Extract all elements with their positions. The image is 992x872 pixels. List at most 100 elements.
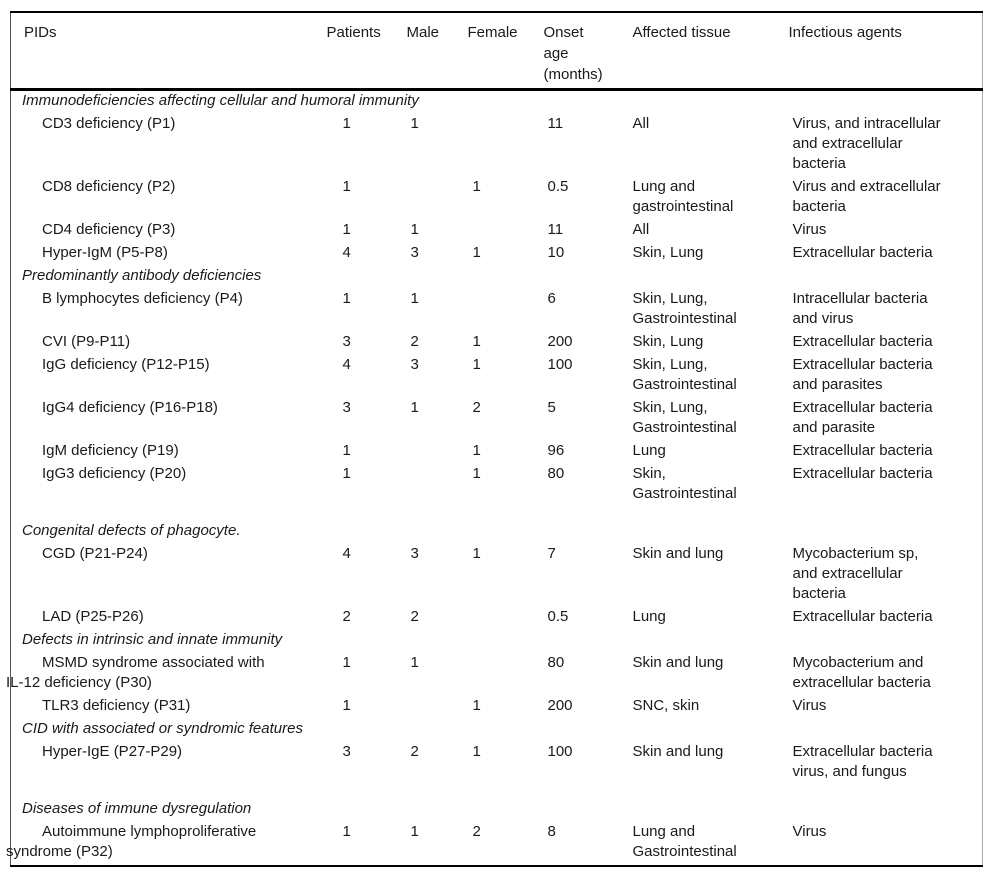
section-row: Congenital defects of phagocyte.	[11, 507, 983, 544]
col-header-female: Female	[467, 24, 518, 41]
pid-cell: IgM deficiency (P19)	[11, 441, 325, 464]
table-row: IgG4 deficiency (P16-P18) 3 1 2 5 Skin, Lung,…	[11, 398, 983, 441]
female-cell	[466, 289, 542, 332]
affected-tissue-cell: SNC, skin	[632, 697, 700, 714]
patients-cell: 3	[342, 743, 351, 760]
section-title: Diseases of immune dysregulation	[22, 800, 252, 817]
pid-label: Autoimmune lymphoproliferative syndrome …	[6, 823, 257, 860]
affected-tissue-cell: Lung and Gastrointestinal	[632, 823, 737, 860]
pid-cell: LAD (P25-P26)	[11, 607, 325, 630]
pid-label: Hyper-IgE (P27-P29)	[42, 743, 183, 760]
onset-age-cell: 0.5	[547, 608, 569, 625]
female-cell: 2	[472, 399, 481, 416]
pid-cell: IgG4 deficiency (P16-P18)	[11, 398, 325, 441]
table-body: Immunodeficiencies affecting cellular an…	[6, 90, 983, 866]
table-row: CD4 deficiency (P3) 1 1 11 All Virus	[11, 220, 983, 243]
infectious-agents-cell: Extracellular bacteria	[792, 442, 933, 459]
infectious-agents-cell: Extracellular bacteria	[792, 608, 933, 625]
table-row: LAD (P25-P26) 2 2 0.5 Lung Extracellular bact…	[11, 607, 983, 630]
pid-label: IgG3 deficiency (P20)	[42, 465, 187, 482]
pid-label: IgM deficiency (P19)	[42, 442, 179, 459]
pid-label: CD4 deficiency (P3)	[42, 221, 176, 238]
affected-tissue-cell: Skin and lung	[632, 743, 724, 760]
pid-label: B lymphocytes deficiency (P4)	[42, 290, 243, 307]
patients-cell: 3	[342, 333, 351, 350]
male-cell: 3	[410, 545, 419, 562]
onset-age-cell: 80	[547, 465, 565, 482]
onset-age-cell: 11	[547, 115, 564, 132]
infectious-agents-cell: Virus	[792, 697, 827, 714]
affected-tissue-cell: Skin, Lung, Gastrointestinal	[632, 399, 737, 436]
pid-cell: CD4 deficiency (P3)	[11, 220, 325, 243]
onset-age-cell: 6	[547, 290, 556, 307]
affected-tissue-cell: All	[632, 115, 650, 132]
section-title: Immunodeficiencies affecting cellular an…	[22, 92, 419, 109]
male-cell: 1	[410, 823, 419, 840]
female-cell: 1	[472, 244, 481, 261]
section-title: Predominantly antibody deficiencies	[22, 267, 262, 284]
col-header-male: Male	[406, 24, 440, 41]
onset-age-cell: 100	[547, 743, 573, 760]
patients-cell: 1	[342, 290, 351, 307]
male-cell: 1	[410, 399, 419, 416]
section-title: CID with associated or syndromic feature…	[22, 720, 303, 737]
infectious-agents-cell: Intracellular bacteria and virus	[792, 290, 928, 327]
pid-cell: B lymphocytes deficiency (P4)	[11, 289, 325, 332]
table-row: CD3 deficiency (P1) 1 1 11 All Virus, and int…	[11, 114, 983, 177]
pid-summary-table: PIDs Patients Male Female Onset age (mon…	[6, 11, 983, 867]
pid-label: CVI (P9-P11)	[42, 333, 131, 350]
pid-label: LAD (P25-P26)	[42, 608, 144, 625]
infectious-agents-cell: Virus	[792, 823, 827, 840]
onset-age-cell: 5	[547, 399, 556, 416]
patients-cell: 4	[342, 244, 351, 261]
onset-age-cell: 100	[547, 356, 573, 373]
patients-cell: 1	[342, 442, 351, 459]
table-row: TLR3 deficiency (P31) 1 1 200 SNC, skin Virus	[11, 696, 983, 719]
pid-cell: MSMD syndrome associated with IL-12 defi…	[6, 653, 325, 696]
infectious-agents-cell: Extracellular bacteria	[792, 465, 933, 482]
male-cell: 3	[410, 356, 419, 373]
onset-age-cell: 11	[547, 221, 564, 238]
infectious-agents-cell: Extracellular bacteria	[792, 333, 933, 350]
table-row: CD8 deficiency (P2) 1 1 0.5 Lung and gastroi…	[11, 177, 983, 220]
patients-cell: 1	[342, 654, 351, 671]
male-cell	[405, 441, 466, 464]
onset-age-cell: 80	[547, 654, 565, 671]
male-cell: 1	[410, 221, 419, 238]
section-title: Defects in intrinsic and innate immunity	[22, 631, 283, 648]
table-row: MSMD syndrome associated with IL-12 defi…	[6, 653, 983, 696]
table-row: B lymphocytes deficiency (P4) 1 1 6 Skin, Lu…	[11, 289, 983, 332]
affected-tissue-cell: Lung	[632, 608, 666, 625]
pid-label: CD3 deficiency (P1)	[42, 115, 176, 132]
table-row: Hyper-IgM (P5-P8) 4 3 1 10 Skin, Lung Extracel…	[11, 243, 983, 266]
onset-age-cell: 96	[547, 442, 565, 459]
section-row: Diseases of immune dysregulation	[11, 785, 983, 822]
patients-cell: 1	[342, 465, 351, 482]
section-row: Defects in intrinsic and innate immunity	[11, 630, 983, 653]
female-cell: 1	[472, 465, 481, 482]
affected-tissue-cell: Skin, Lung	[632, 333, 704, 350]
pid-label: Hyper-IgM (P5-P8)	[42, 244, 168, 261]
male-cell: 1	[410, 115, 419, 132]
pid-cell: IgG deficiency (P12-P15)	[11, 355, 325, 398]
affected-tissue-cell: Skin, Lung	[632, 244, 704, 261]
patients-cell: 4	[342, 356, 351, 373]
female-cell	[466, 653, 542, 696]
pid-cell: IgG3 deficiency (P20)	[11, 464, 325, 507]
female-cell: 1	[472, 356, 481, 373]
pid-cell: Autoimmune lymphoproliferative syndrome …	[6, 822, 325, 866]
affected-tissue-cell: Skin, Lung, Gastrointestinal	[632, 290, 737, 327]
female-cell	[466, 114, 542, 177]
male-cell: 1	[410, 654, 419, 671]
infectious-agents-cell: Mycobacterium sp, and extracellular bact…	[792, 545, 919, 602]
male-cell: 2	[410, 743, 419, 760]
table-row: Autoimmune lymphoproliferative syndrome …	[6, 822, 983, 866]
table-row: CGD (P21-P24) 4 3 1 7 Skin and lung Mycobacter…	[11, 544, 983, 607]
female-cell: 1	[472, 442, 481, 459]
pid-label: IgG4 deficiency (P16-P18)	[42, 399, 218, 416]
infectious-agents-cell: Virus and extracellular bacteria	[792, 178, 941, 215]
patients-cell: 1	[342, 221, 351, 238]
female-cell: 1	[472, 545, 481, 562]
section-row: CID with associated or syndromic feature…	[11, 719, 983, 742]
pid-summary-table-wrapper: PIDs Patients Male Female Onset age (mon…	[6, 11, 983, 867]
